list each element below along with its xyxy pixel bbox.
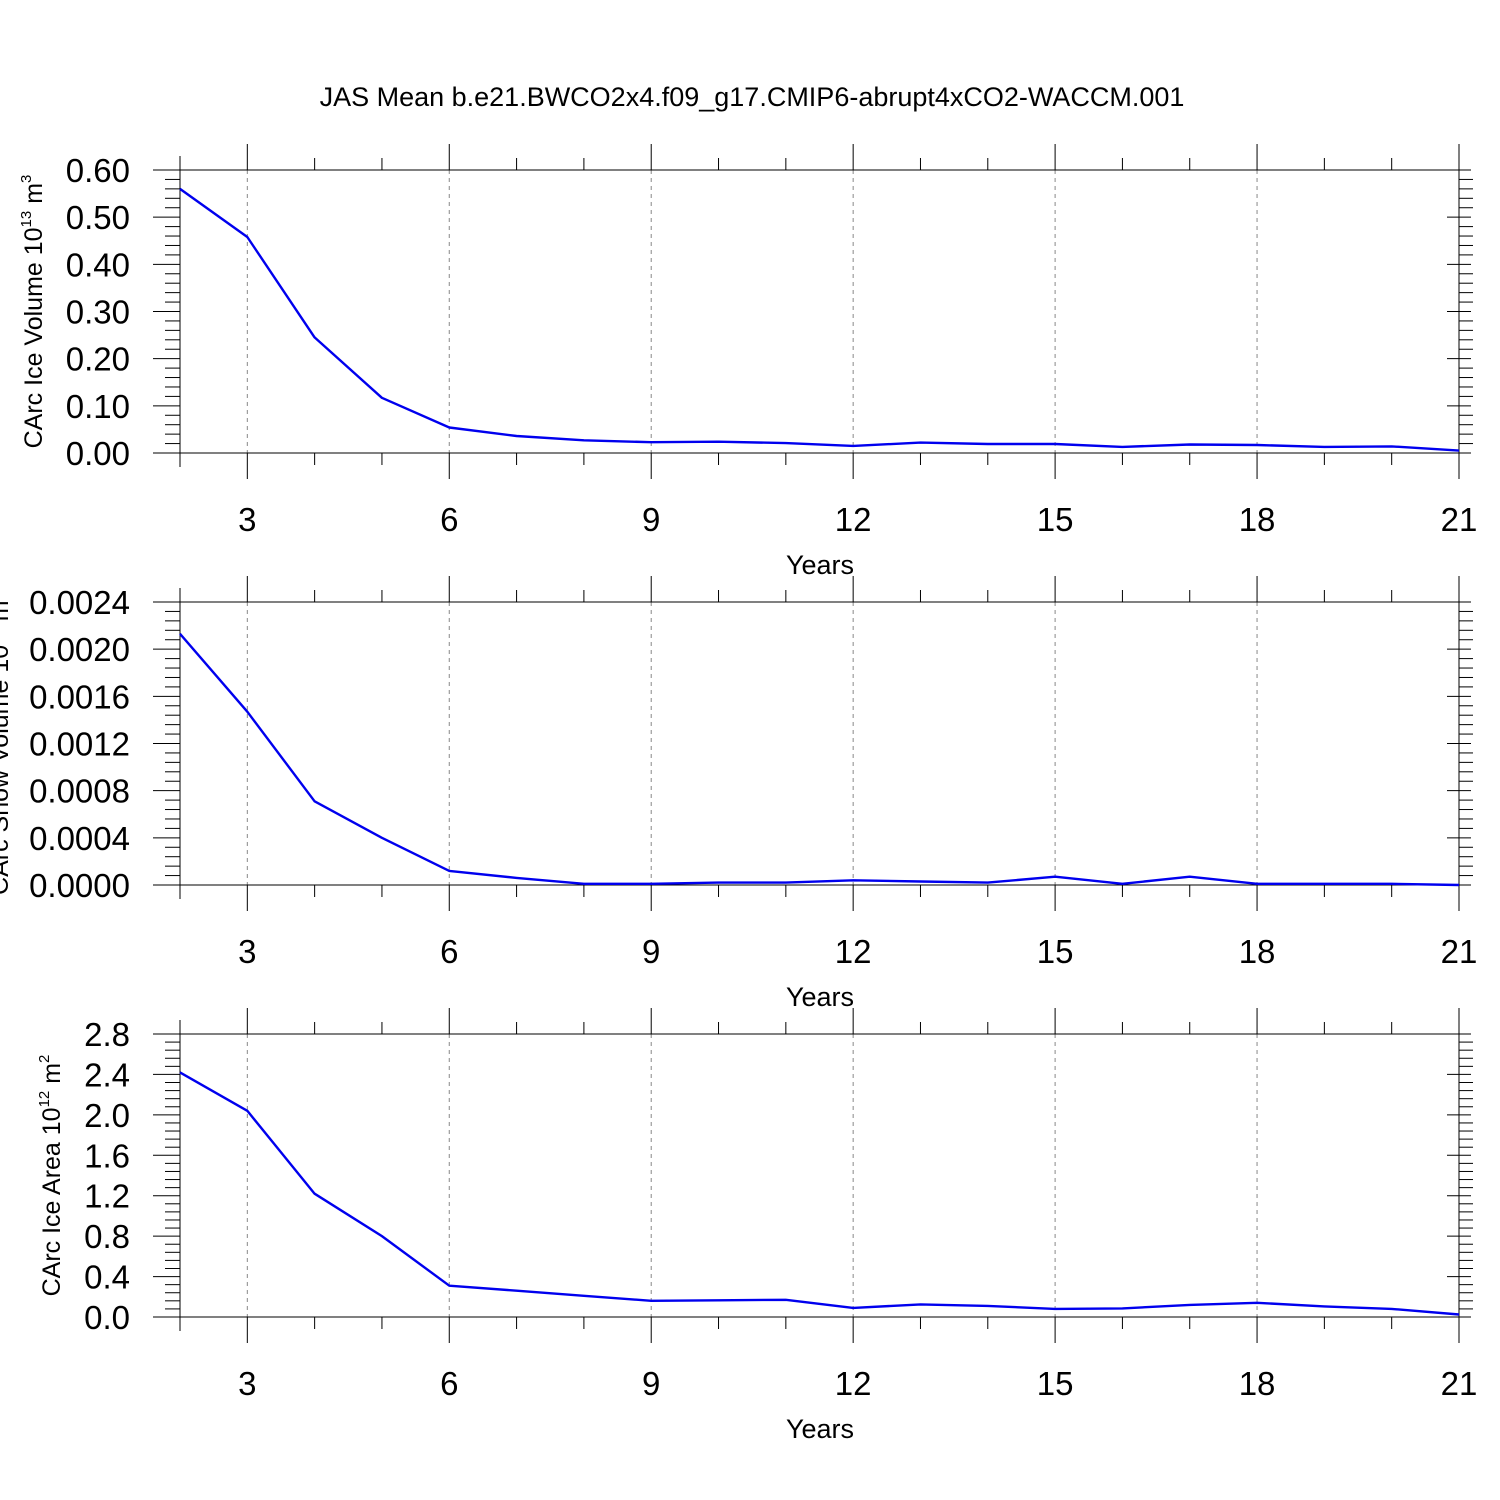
y-axis-label-exponent: 13 (0, 628, 1, 645)
y-tick-label: 1.6 (84, 1137, 130, 1174)
y-axis-label-unit: m (38, 1063, 66, 1091)
series-line (179, 187, 1460, 452)
y-tick-label: 2.8 (84, 1016, 130, 1053)
x-tick-label: 6 (440, 1365, 458, 1402)
y-tick-label: 0.0016 (29, 678, 130, 715)
y-tick-label: 0.0000 (29, 867, 130, 904)
y-tick-label: 0.00 (66, 435, 130, 472)
x-tick-label: 3 (238, 933, 256, 970)
y-axis-label-text: CArc Snow Volume 10 (0, 645, 14, 895)
chart-title: JAS Mean b.e21.BWCO2x4.f09_g17.CMIP6-abr… (320, 82, 1185, 112)
x-axis-label: Years (786, 550, 854, 580)
x-tick-label: 9 (642, 501, 660, 538)
x-tick-label: 18 (1239, 933, 1276, 970)
y-axis-label-exponent: 13 (18, 211, 35, 228)
y-tick-label: 0.0008 (29, 773, 130, 810)
y-tick-label: 0.0020 (29, 631, 130, 668)
x-tick-label: 9 (642, 1365, 660, 1402)
x-tick-label: 18 (1239, 501, 1276, 538)
x-tick-label: 3 (238, 501, 256, 538)
panel-1: 0.00 0.10 0.20 0.30 0.40 0.50 0.60 3 6 9 12 15 18 21 Y… (18, 144, 1477, 580)
x-tick-label: 3 (238, 1365, 256, 1402)
x-tick-label: 6 (440, 501, 458, 538)
y-axis-label-text: CArc Ice Volume 10 (20, 227, 48, 448)
y-tick-label: 0.0 (84, 1299, 130, 1336)
panel-3: 0.00.4 0.81.2 1.62.0 2.42.8 3 6 9 12 15 18 21 Years… (36, 1008, 1477, 1444)
x-tick-label: 21 (1441, 933, 1478, 970)
y-tick-label: 1.2 (84, 1178, 130, 1215)
y-tick-label: 2.4 (84, 1056, 130, 1093)
x-axis-label: Years (786, 982, 854, 1012)
x-tick-label: 12 (835, 933, 872, 970)
y-tick-label: 0.8 (84, 1218, 130, 1255)
y-tick-label: 0.4 (84, 1259, 130, 1296)
y-tick-label: 0.10 (66, 388, 130, 425)
y-tick-label: 0.0004 (29, 820, 130, 857)
y-axis-label-unit-exponent: 2 (36, 1055, 53, 1063)
y-axis-label: CArc Ice Area 1012 m2 (36, 1055, 66, 1297)
x-axis-label: Years (786, 1414, 854, 1444)
x-tick-label: 12 (835, 1365, 872, 1402)
x-tick-label: 6 (440, 933, 458, 970)
y-tick-label: 0.0012 (29, 726, 130, 763)
series-line (179, 633, 1460, 887)
y-axis-label: CArc Ice Volume 1013 m3 (18, 175, 48, 449)
x-tick-label: 15 (1037, 501, 1074, 538)
y-axis-label-unit-exponent: 3 (18, 175, 35, 183)
x-tick-label: 18 (1239, 1365, 1276, 1402)
y-tick-label: 2.0 (84, 1097, 130, 1134)
y-tick-label: 0.40 (66, 246, 130, 283)
y-axis-label-unit: m (0, 600, 14, 628)
y-axis-label-unit-exponent: 3 (0, 592, 1, 600)
y-axis-label-unit: m (20, 183, 48, 211)
y-tick-label: 0.30 (66, 294, 130, 331)
x-tick-label: 21 (1441, 501, 1478, 538)
x-tick-label: 21 (1441, 1365, 1478, 1402)
y-tick-label: 0.0024 (29, 584, 130, 621)
panel-2: 0.0000 0.0004 0.0008 0.0012 0.0016 0.0020 0.00… (0, 576, 1477, 1012)
series-line (179, 1071, 1460, 1316)
y-tick-label: 0.50 (66, 199, 130, 236)
y-axis-label: CArc Snow Volume 1013 m3 (0, 592, 14, 895)
y-tick-label: 0.60 (66, 152, 130, 189)
y-axis-label-text: CArc Ice Area 10 (38, 1107, 66, 1296)
x-tick-label: 15 (1037, 1365, 1074, 1402)
x-tick-label: 12 (835, 501, 872, 538)
y-axis-label-exponent: 12 (36, 1091, 53, 1108)
x-tick-label: 9 (642, 933, 660, 970)
x-tick-label: 15 (1037, 933, 1074, 970)
y-tick-label: 0.20 (66, 341, 130, 378)
chart-panels: 0.00 0.10 0.20 0.30 0.40 0.50 0.60 3 6 9 12 15 18 21 Y… (0, 144, 1477, 1444)
